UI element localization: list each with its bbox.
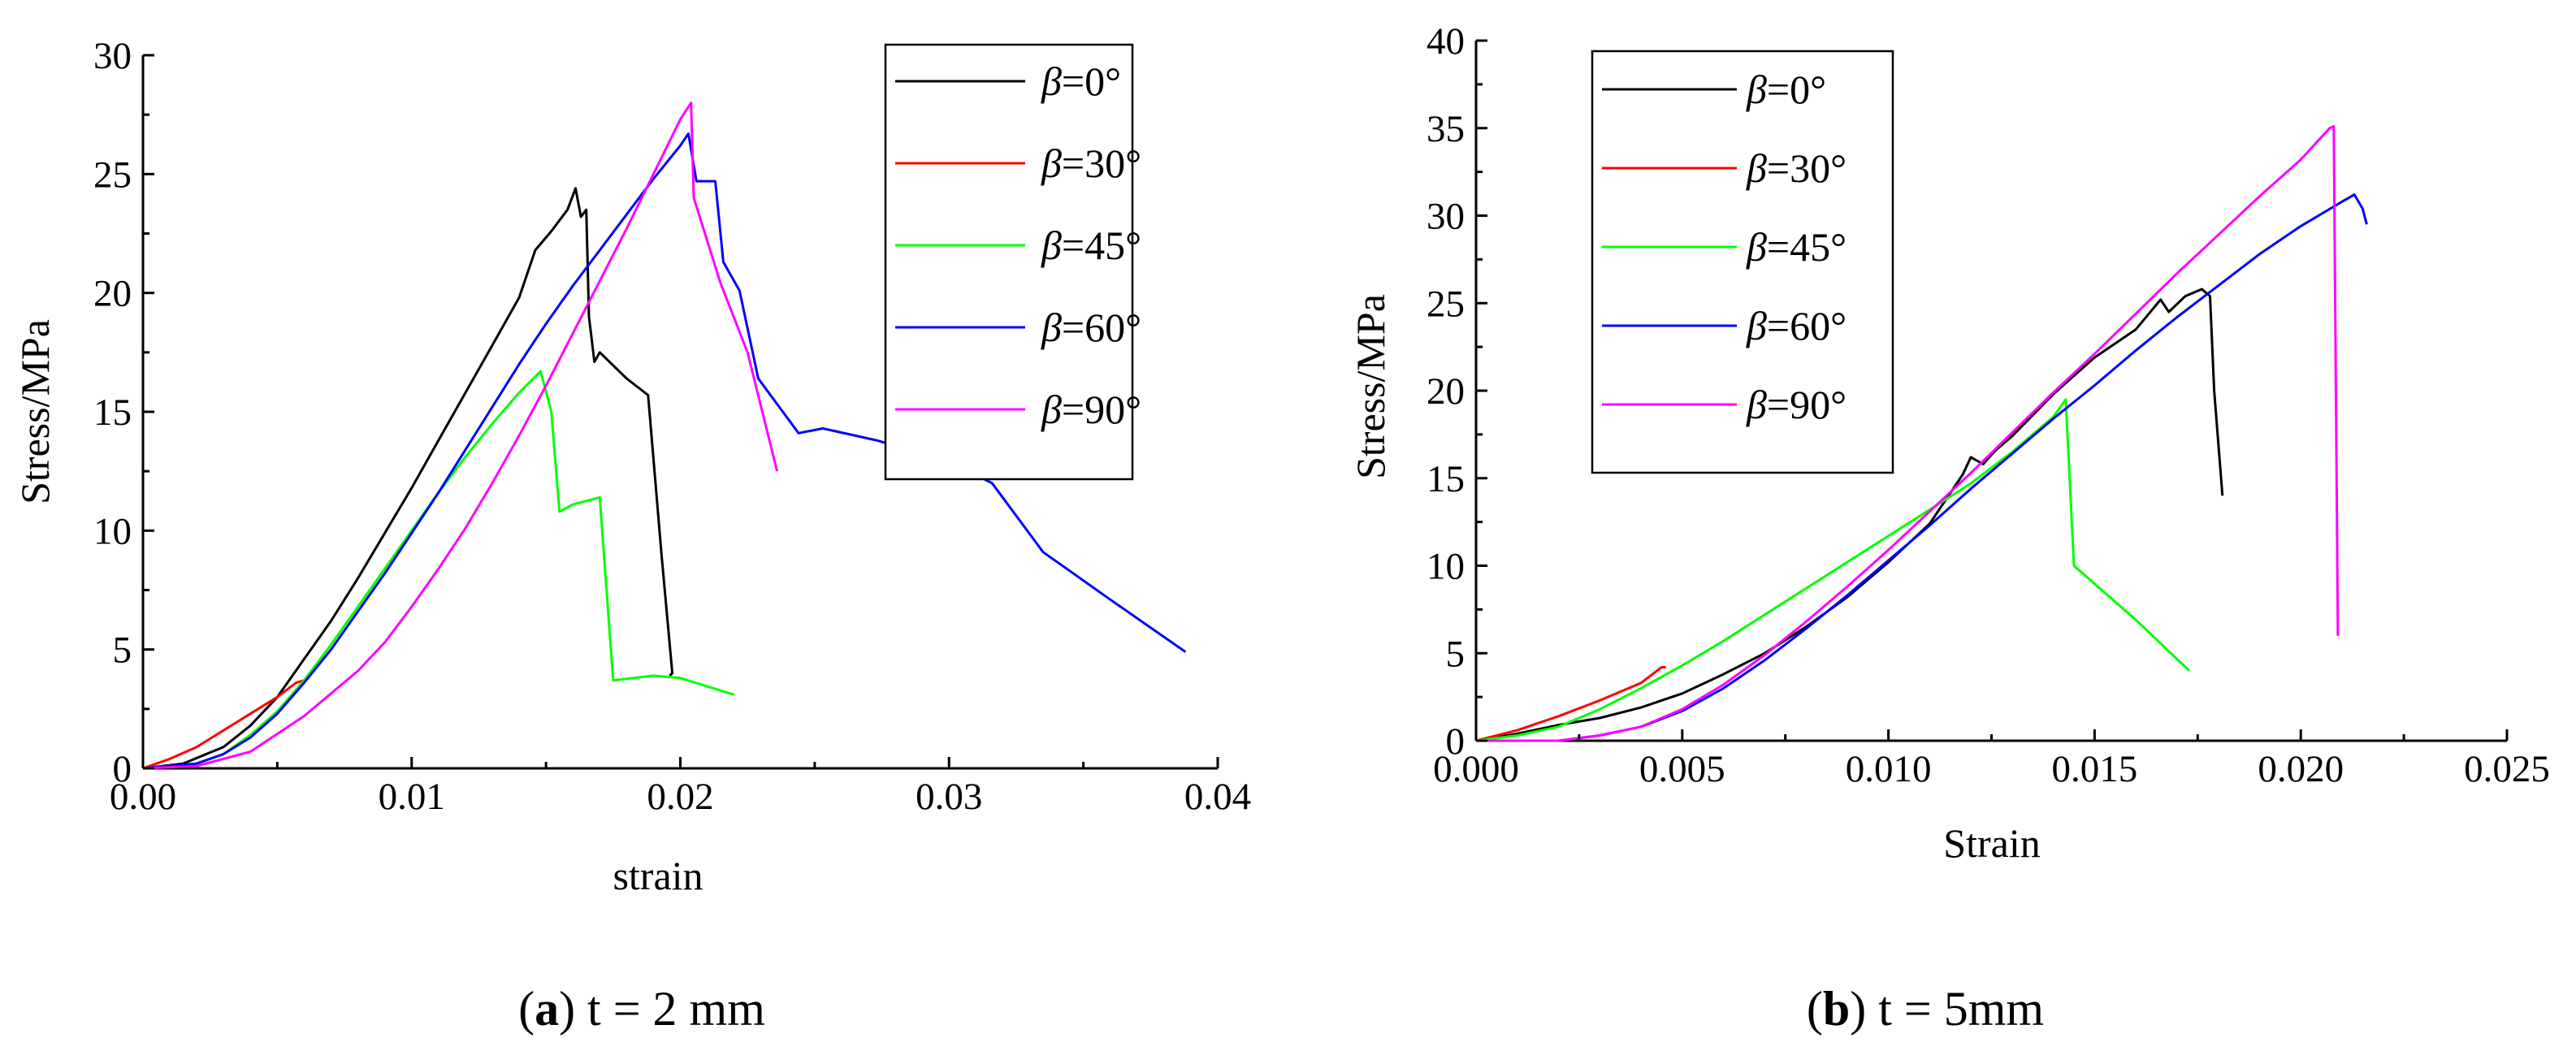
chart-a-series-line-3 <box>142 132 1187 770</box>
chart-b-y-tick-label-7: 35 <box>1427 108 1465 150</box>
chart-a-legend-symbol-3: β <box>1041 305 1062 350</box>
chart-b-x-axis-title: Strain <box>1943 820 2040 866</box>
chart-a-legend-value-0: =0° <box>1062 58 1121 104</box>
chart-a-legend-items: β=0°β=30°β=45°β=60°β=90° <box>895 58 1141 432</box>
chart-b: 0.000 0.005 0.010 0.015 0.020 0.025 0 5 10 15 20 2… <box>1348 20 2550 1036</box>
chart-a-legend-value-3: =60° <box>1062 305 1141 350</box>
chart-b-x-tick-label-2: 0.010 <box>1846 748 1932 790</box>
chart-a: 0.00 0.01 0.02 0.03 0.04 0 5 10 15 20 25 30 strain… <box>12 35 1251 1036</box>
chart-b-y-tick-label-5: 25 <box>1427 283 1465 325</box>
chart-b-legend-value-4: =90° <box>1767 382 1846 427</box>
chart-b-legend-symbol-0: β <box>1746 67 1767 112</box>
chart-a-legend-label-2: β=45° <box>1041 223 1141 268</box>
chart-a-y-tick-label-0: 0 <box>113 748 132 790</box>
chart-a-y-tick-label-1: 5 <box>113 629 132 672</box>
chart-a-x-tick-label-1: 0.01 <box>379 776 445 818</box>
chart-b-x-tick-label-1: 0.005 <box>1639 748 1725 790</box>
chart-a-legend-value-2: =45° <box>1062 223 1141 268</box>
chart-b-caption-letter: b <box>1823 982 1850 1036</box>
chart-b-y-tick-label-0: 0 <box>1446 720 1466 763</box>
chart-b-y-tick-label-6: 30 <box>1427 196 1465 238</box>
chart-b-plot-area: 0.000 0.005 0.010 0.015 0.020 0.025 0 5 10 15 20 2… <box>1427 20 2550 790</box>
chart-a-y-tick-label-3: 15 <box>93 391 132 434</box>
chart-b-legend-value-3: =60° <box>1767 303 1846 348</box>
chart-a-legend-label-1: β=30° <box>1041 141 1141 186</box>
chart-b-series-line-2 <box>1475 398 2191 742</box>
chart-a-caption: (a) t = 2 mm <box>518 982 765 1036</box>
chart-b-legend-symbol-3: β <box>1746 303 1767 348</box>
chart-b-legend-symbol-2: β <box>1746 224 1767 270</box>
chart-a-legend-label-3: β=60° <box>1041 305 1141 350</box>
chart-a-plot-area: 0.00 0.01 0.02 0.03 0.04 0 5 10 15 20 25 30 <box>93 35 1251 818</box>
chart-b-caption: (b) t = 5mm <box>1807 982 2044 1036</box>
chart-b-y-tick-label-3: 15 <box>1427 458 1465 500</box>
chart-a-y-tick-label-4: 20 <box>93 273 132 315</box>
chart-b-series-layer <box>1475 125 2368 742</box>
chart-b-y-axis-title: Stress/MPa <box>1348 294 1393 479</box>
chart-a-legend-value-1: =30° <box>1062 141 1141 186</box>
chart-b-series-line-4 <box>1476 125 2340 742</box>
chart-b-legend-value-1: =30° <box>1767 145 1846 191</box>
chart-a-y-tick-label-2: 10 <box>93 510 132 552</box>
chart-b-x-ticks: 0.000 0.005 0.010 0.015 0.020 0.025 <box>1433 729 2550 790</box>
chart-a-legend-symbol-1: β <box>1041 141 1062 186</box>
chart-b-legend-value-2: =45° <box>1767 224 1846 270</box>
chart-b-legend: β=0°β=30°β=45°β=60°β=90° <box>1591 50 1894 474</box>
chart-b-series-line-0 <box>1475 288 2224 742</box>
chart-a-series-line-2 <box>142 370 735 770</box>
chart-a-legend-symbol-2: β <box>1041 223 1062 268</box>
chart-b-series-line-3 <box>1476 193 2368 742</box>
chart-a-x-tick-label-3: 0.03 <box>916 776 982 818</box>
chart-a-legend-value-4: =90° <box>1062 387 1141 432</box>
chart-b-legend-symbol-4: β <box>1746 382 1767 427</box>
chart-a-series-layer <box>142 102 1187 770</box>
chart-a-legend-symbol-4: β <box>1041 387 1062 432</box>
chart-b-y-tick-label-4: 20 <box>1427 370 1465 413</box>
chart-a-legend-label-0: β=0° <box>1041 58 1121 104</box>
chart-b-legend-label-1: β=30° <box>1746 145 1846 191</box>
chart-b-x-tick-label-5: 0.025 <box>2464 748 2550 790</box>
chart-a-x-tick-label-0: 0.00 <box>110 776 176 818</box>
chart-b-y-ticks: 0 5 10 15 20 25 30 35 40 <box>1427 20 1487 763</box>
chart-a-legend: β=0°β=30°β=45°β=60°β=90° <box>884 43 1141 481</box>
chart-a-y-tick-label-5: 25 <box>93 154 132 196</box>
chart-b-y-tick-label-8: 40 <box>1427 20 1465 63</box>
chart-a-x-tick-label-4: 0.04 <box>1184 776 1251 818</box>
chart-b-x-tick-label-3: 0.015 <box>2052 748 2138 790</box>
chart-b-series-line-1 <box>1475 666 1666 742</box>
chart-b-legend-box <box>1591 50 1894 474</box>
chart-b-y-tick-label-2: 10 <box>1427 546 1465 588</box>
chart-b-y-tick-label-1: 5 <box>1446 633 1466 675</box>
chart-b-legend-value-0: =0° <box>1767 67 1826 112</box>
chart-a-legend-label-4: β=90° <box>1041 387 1141 432</box>
chart-b-legend-symbol-1: β <box>1746 145 1767 191</box>
chart-a-series-line-4 <box>142 102 779 770</box>
chart-a-x-axis-title: strain <box>613 853 703 898</box>
chart-b-legend-items: β=0°β=30°β=45°β=60°β=90° <box>1602 67 1846 427</box>
chart-a-series-line-1 <box>142 679 305 770</box>
chart-a-y-tick-label-6: 30 <box>93 35 132 77</box>
chart-b-legend-label-0: β=0° <box>1746 67 1826 112</box>
chart-b-x-tick-label-4: 0.020 <box>2258 748 2344 790</box>
chart-a-legend-box <box>884 43 1134 481</box>
chart-a-series-line-0 <box>142 187 674 770</box>
chart-b-legend-label-4: β=90° <box>1746 382 1846 427</box>
chart-b-caption-text: t = 5mm <box>1866 982 2044 1036</box>
chart-b-legend-label-2: β=45° <box>1746 224 1846 270</box>
chart-a-y-axis-title: Stress/MPa <box>12 319 58 504</box>
chart-a-legend-symbol-0: β <box>1041 58 1062 104</box>
chart-a-y-ticks: 0 5 10 15 20 25 30 <box>93 35 154 790</box>
chart-a-caption-text: t = 2 mm <box>575 982 765 1036</box>
chart-a-x-tick-label-2: 0.02 <box>647 776 713 818</box>
chart-a-caption-letter: a <box>535 982 559 1036</box>
chart-b-legend-label-3: β=60° <box>1746 303 1846 348</box>
chart-a-x-ticks: 0.00 0.01 0.02 0.03 0.04 <box>110 757 1251 818</box>
chart-b-x-tick-label-0: 0.000 <box>1433 748 1519 790</box>
